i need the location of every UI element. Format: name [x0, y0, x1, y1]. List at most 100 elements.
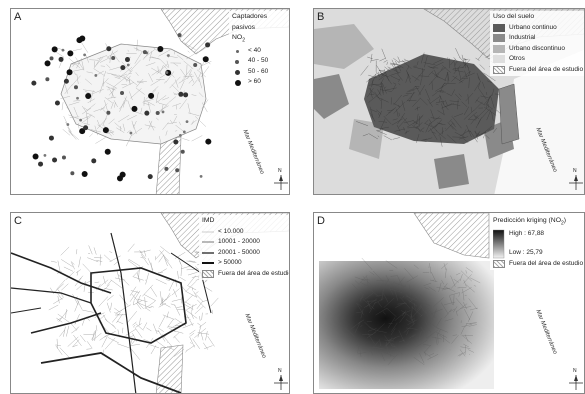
north-letter: N — [278, 168, 282, 174]
sampler-point — [79, 128, 86, 135]
legend-b-class-4: Otros — [493, 54, 583, 65]
sampler-point — [126, 63, 130, 67]
industrial-patch — [314, 74, 349, 119]
legend-a-title: Captadores pasivos — [232, 13, 268, 31]
outside-area-south — [155, 136, 182, 194]
study-area-outline — [60, 43, 207, 145]
legend-d-ramp: High : 67,88 Low : 25,79 — [493, 229, 581, 259]
sampler-point — [129, 131, 133, 135]
sampler-point — [45, 77, 50, 82]
continuous-urban — [364, 54, 499, 144]
panel-a-passive-samplers: A Captadores pasivos NO2 < 40 40 - 50 50… — [10, 8, 290, 195]
sampler-point — [177, 33, 182, 38]
legend-c-class-2: 10001 - 20000 — [202, 237, 289, 248]
legend-a-class-1: < 40 — [232, 46, 286, 57]
legend-a-subtitle: NO2 — [232, 34, 245, 44]
street-network-b — [356, 48, 508, 147]
sampler-point — [54, 100, 60, 106]
swatch-others — [493, 55, 505, 64]
legend-d-outside: Fuera del área de estudio — [493, 259, 583, 270]
legend-c: IMD < 10.000 10001 - 20000 20001 - 50000… — [199, 215, 289, 280]
panel-c-letter: C — [14, 215, 22, 227]
north-letter: N — [573, 368, 577, 374]
swatch-industrial — [493, 34, 505, 43]
outside-area-north — [413, 213, 490, 259]
line-symbol-thick — [202, 252, 214, 254]
sampler-point — [180, 149, 185, 154]
north-arrow-icon: N — [273, 168, 289, 191]
panel-d-letter: D — [317, 215, 325, 227]
sampler-point — [67, 50, 74, 57]
legend-a: Captadores pasivos NO2 < 40 40 - 50 50 -… — [229, 11, 289, 89]
legend-b-title: Uso del suelo — [493, 13, 535, 20]
industrial-patch-2 — [434, 154, 469, 189]
sampler-point — [205, 138, 212, 145]
panel-b-land-use: B Uso del suelo Urbano continuo Industri… — [313, 8, 585, 195]
dot-symbol-medium — [232, 58, 244, 66]
sampler-point — [79, 118, 83, 122]
sampler-point — [147, 174, 153, 180]
sampler-point — [63, 78, 69, 84]
sampler-point — [178, 91, 184, 97]
sampler-point — [161, 110, 165, 114]
legend-c-outside: Fuera del área de estudio — [202, 269, 289, 280]
sampler-point — [91, 158, 97, 164]
legend-b-outside: Fuera del área de estudio — [493, 65, 583, 76]
panel-d-kriging: D Predicción kriging (NO2) High : 67,88 … — [313, 212, 585, 394]
sampler-point — [173, 139, 179, 145]
sampler-point — [193, 62, 198, 67]
panel-c-traffic-imd: C IMD < 10.000 10001 - 20000 20001 - 500… — [10, 212, 290, 394]
line-symbol-thin — [202, 231, 214, 232]
legend-c-title: IMD — [202, 217, 215, 224]
dot-symbol-xlarge — [232, 79, 244, 87]
sampler-point — [51, 46, 58, 53]
sampler-point — [61, 155, 66, 160]
sampler-point — [83, 125, 89, 131]
north-arrow-icon: N — [568, 168, 584, 191]
legend-d: Predicción kriging (NO2) High : 67,88 Lo… — [490, 215, 584, 271]
sampler-point — [76, 96, 79, 100]
legend-b: Uso del suelo Urbano continuo Industrial… — [490, 11, 584, 76]
swatch-continuous-urban — [493, 23, 505, 32]
sampler-point — [94, 74, 98, 77]
sampler-point — [183, 92, 189, 98]
dot-symbol-small — [232, 47, 244, 55]
sampler-point — [32, 153, 39, 160]
sampler-point — [66, 123, 70, 126]
legend-a-class-3: 50 - 60 — [232, 67, 286, 78]
sampler-point — [111, 56, 116, 61]
sampler-point — [106, 46, 112, 52]
dot-symbol-large — [232, 68, 244, 76]
sampler-point — [106, 110, 111, 115]
line-symbol-medium — [202, 241, 214, 243]
map-d — [319, 213, 494, 389]
line-symbol-xthick — [202, 262, 214, 265]
sampler-point — [120, 90, 125, 95]
discontinuous-urban-patch — [314, 24, 374, 69]
swatch-discontinuous-urban — [493, 44, 505, 53]
sampler-point — [202, 56, 209, 63]
sampler-point — [44, 60, 51, 67]
swatch-outside-hatch — [202, 269, 214, 278]
legend-a-class-2: 40 - 50 — [232, 56, 286, 67]
sampler-point — [165, 71, 169, 74]
sampler-point — [70, 171, 75, 176]
legend-b-class-3: Urbano discontinuo — [493, 44, 583, 55]
panel-a-letter: A — [14, 11, 22, 23]
outside-area-south — [155, 344, 184, 393]
legend-c-class-1: < 10.000 — [202, 227, 289, 238]
sampler-point — [124, 57, 130, 63]
street-network-d — [345, 257, 481, 366]
sampler-point — [61, 48, 65, 52]
sampler-point — [142, 50, 147, 55]
sampler-point — [52, 157, 58, 163]
sampler-point — [38, 161, 44, 167]
sampler-point — [175, 168, 180, 173]
sampler-point — [205, 42, 211, 48]
discontinuous-urban-patch-2 — [349, 119, 384, 159]
port-area — [498, 83, 520, 145]
kriging-surface — [319, 261, 494, 389]
legend-c-class-3: 20001 - 50000 — [202, 248, 289, 259]
legend-d-low: Low : 25,79 — [509, 249, 543, 257]
sea-region-b — [494, 49, 584, 194]
